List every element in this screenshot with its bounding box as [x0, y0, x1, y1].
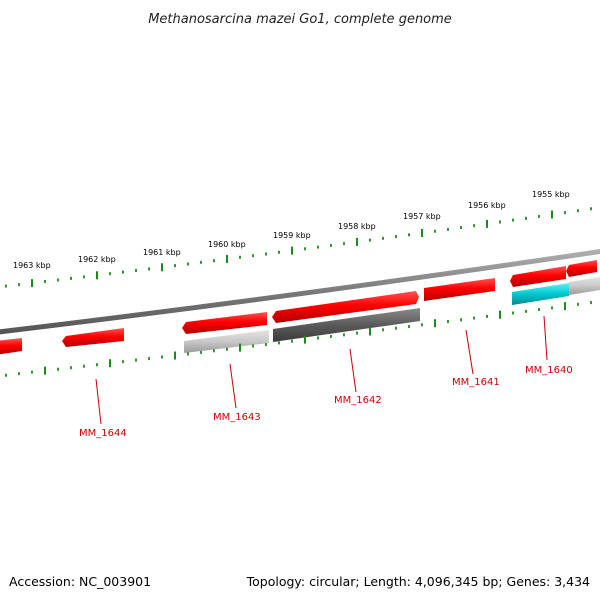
leader-line-mm1641	[465, 329, 474, 375]
kbp-labels: 1963 kbp 1962 kbp 1961 kbp 1960 kbp 1959…	[13, 190, 570, 270]
gene-arrow-mm1644[interactable]	[62, 328, 124, 347]
gene-arrow-mm1642[interactable]	[272, 291, 419, 323]
gene-arrow[interactable]	[0, 338, 22, 355]
leader-line-mm1642	[349, 348, 357, 393]
gene-arrow-mm1643-reverse[interactable]	[184, 330, 269, 353]
gene-arrow[interactable]	[569, 277, 600, 295]
gene-label-mm1643[interactable]: MM_1643	[213, 412, 261, 423]
kbp-label-1958: 1958 kbp	[338, 222, 376, 231]
forward-strand-genes	[0, 260, 597, 355]
kbp-label-1957: 1957 kbp	[403, 212, 441, 221]
outer-tick-ring	[5, 207, 592, 288]
gene-label-mm1644[interactable]: MM_1644	[79, 428, 127, 439]
kbp-label-1955: 1955 kbp	[532, 190, 570, 199]
kbp-label-1963: 1963 kbp	[13, 261, 51, 270]
gene-arrow-mm1641[interactable]	[424, 278, 495, 301]
kbp-label-1960: 1960 kbp	[208, 240, 246, 249]
reverse-strand-genes	[184, 277, 600, 353]
gene-label-mm1641[interactable]: MM_1641	[452, 377, 500, 388]
accession-text: Accession: NC_003901	[9, 574, 151, 589]
gene-labels: MM_1644 MM_1643 MM_1642 MM_1641 MM_1640	[79, 365, 573, 439]
gene-arrow-mm1643[interactable]	[182, 312, 267, 334]
gene-arrow-mm1640-reverse[interactable]	[512, 283, 569, 305]
inner-tick-ring	[5, 301, 592, 377]
gene-arrow-mm1640[interactable]	[510, 266, 566, 287]
kbp-label-1962: 1962 kbp	[78, 255, 116, 264]
genome-backbone	[0, 248, 600, 335]
gene-arrow-mm1642-reverse[interactable]	[273, 308, 420, 342]
gene-label-leaders	[95, 315, 548, 425]
kbp-label-1961: 1961 kbp	[143, 248, 181, 257]
leader-line-mm1640	[543, 315, 548, 361]
map-title: Methanosarcina mazei Go1, complete genom…	[148, 12, 452, 27]
kbp-label-1956: 1956 kbp	[468, 201, 506, 210]
gene-arrow[interactable]	[566, 260, 597, 277]
gene-label-mm1642[interactable]: MM_1642	[334, 395, 382, 406]
leader-line-mm1643	[229, 363, 237, 409]
leader-line-mm1644	[95, 378, 102, 425]
kbp-label-1959: 1959 kbp	[273, 231, 311, 240]
gene-label-mm1640[interactable]: MM_1640	[525, 365, 573, 376]
genome-summary-text: Topology: circular; Length: 4,096,345 bp…	[246, 574, 590, 589]
